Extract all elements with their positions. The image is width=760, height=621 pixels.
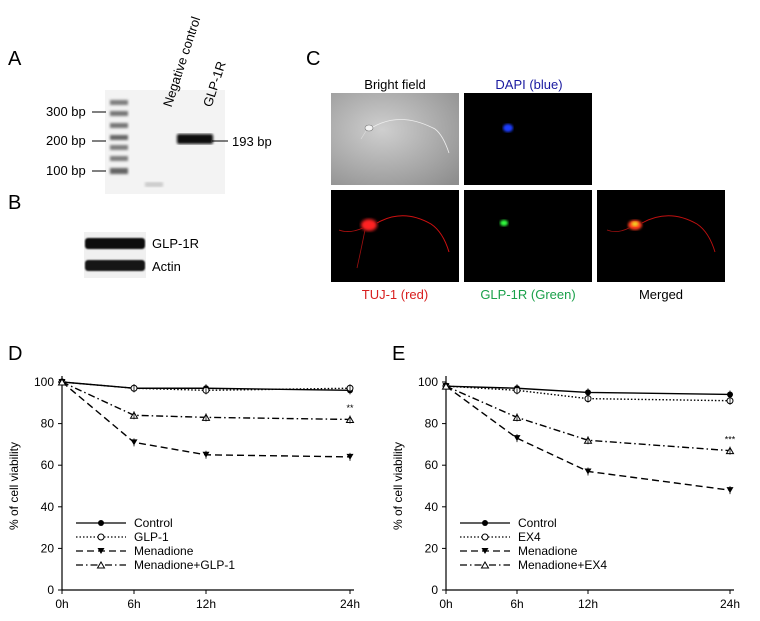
legend-marker [97,548,105,554]
series-line-ex4 [445,385,731,402]
panel-letter-a: A [8,48,22,70]
series-line-control [445,385,731,396]
panel-letter-c: C [306,48,321,70]
ladder-300: 300 bp [46,104,86,119]
legend-label: Control [518,516,557,530]
x-tick-label: 24h [340,597,360,611]
y-tick-label: 0 [47,583,54,597]
legend-label: GLP-1 [134,530,169,544]
x-tick-label: 6h [127,597,140,611]
significance-label: ** [346,403,354,413]
legend-label: Menadione+GLP-1 [134,558,235,572]
chart-e: 0 20 40 60 80 100 0h 6h 12h 24h % of cell viabilit… [391,375,740,611]
x-tick-label: 12h [196,597,216,611]
y-tick-label: 20 [41,541,55,555]
legend-label: Control [134,516,173,530]
legend-marker [97,533,105,541]
blot-label-glp1r: GLP-1R [152,236,199,251]
chart-d: 0 20 40 60 80 100 0h 6h 12h 24h % of cell viabilit… [7,375,360,611]
legend-marker [98,520,104,526]
series-line-menadione-glp-1 [61,381,351,421]
panel-letter-d: D [8,343,23,365]
title-dapi: DAPI (blue) [495,77,563,92]
series-line-menadione [61,381,351,458]
y-axis-label: % of cell viability [391,442,405,530]
y-tick-label: 60 [41,458,55,472]
y-tick-label: 40 [41,500,55,514]
title-tuj1: TUJ-1 (red) [361,287,429,302]
x-tick-label: 24h [720,597,740,611]
y-tick-label: 100 [418,375,438,389]
panel-letter-b: B [8,192,22,214]
y-tick-label: 0 [431,583,438,597]
ladder-ticks [92,111,106,172]
data-point [57,378,67,386]
legend-label: Menadione [134,544,194,558]
series-line-menadione [445,385,731,491]
pcr-gel [105,90,225,194]
legend-marker [481,533,489,541]
significance-label: *** [725,434,736,444]
legend-marker [482,520,488,526]
ladder-100: 100 bp [46,163,86,178]
image-dapi [464,93,592,185]
western-blot [84,232,146,278]
blot-label-actin: Actin [152,259,181,274]
ladder-200: 200 bp [46,133,86,148]
y-tick-label: 20 [425,541,439,555]
y-tick-label: 80 [425,417,439,431]
image-tuj1 [331,190,459,282]
legend-marker [480,561,490,569]
legend-label: Menadione [518,544,578,558]
panel-letter-e: E [392,343,406,365]
y-tick-label: 100 [34,375,54,389]
band-tick [212,140,228,142]
title-bright-field: Bright field [364,77,426,92]
y-tick-label: 60 [425,458,439,472]
image-merged [597,190,725,282]
legend-label: EX4 [518,530,541,544]
title-merged: Merged [638,287,684,302]
series-line-menadione-ex4 [445,385,731,452]
title-glp1r: GLP-1R (Green) [480,287,576,302]
x-tick-label: 0h [439,597,452,611]
legend-marker [481,548,489,554]
legend-marker [96,561,106,569]
x-tick-label: 12h [578,597,598,611]
data-point [441,382,451,390]
y-tick-label: 40 [425,500,439,514]
y-tick-label: 80 [41,417,55,431]
x-tick-label: 6h [510,597,523,611]
image-bright-field [331,93,459,185]
x-tick-label: 0h [55,597,68,611]
y-axis-label: % of cell viability [7,442,21,530]
legend-label: Menadione+EX4 [518,558,607,572]
image-glp1r [464,190,592,282]
series-line-glp-1 [61,381,351,392]
band-size-label: 193 bp [232,134,272,149]
